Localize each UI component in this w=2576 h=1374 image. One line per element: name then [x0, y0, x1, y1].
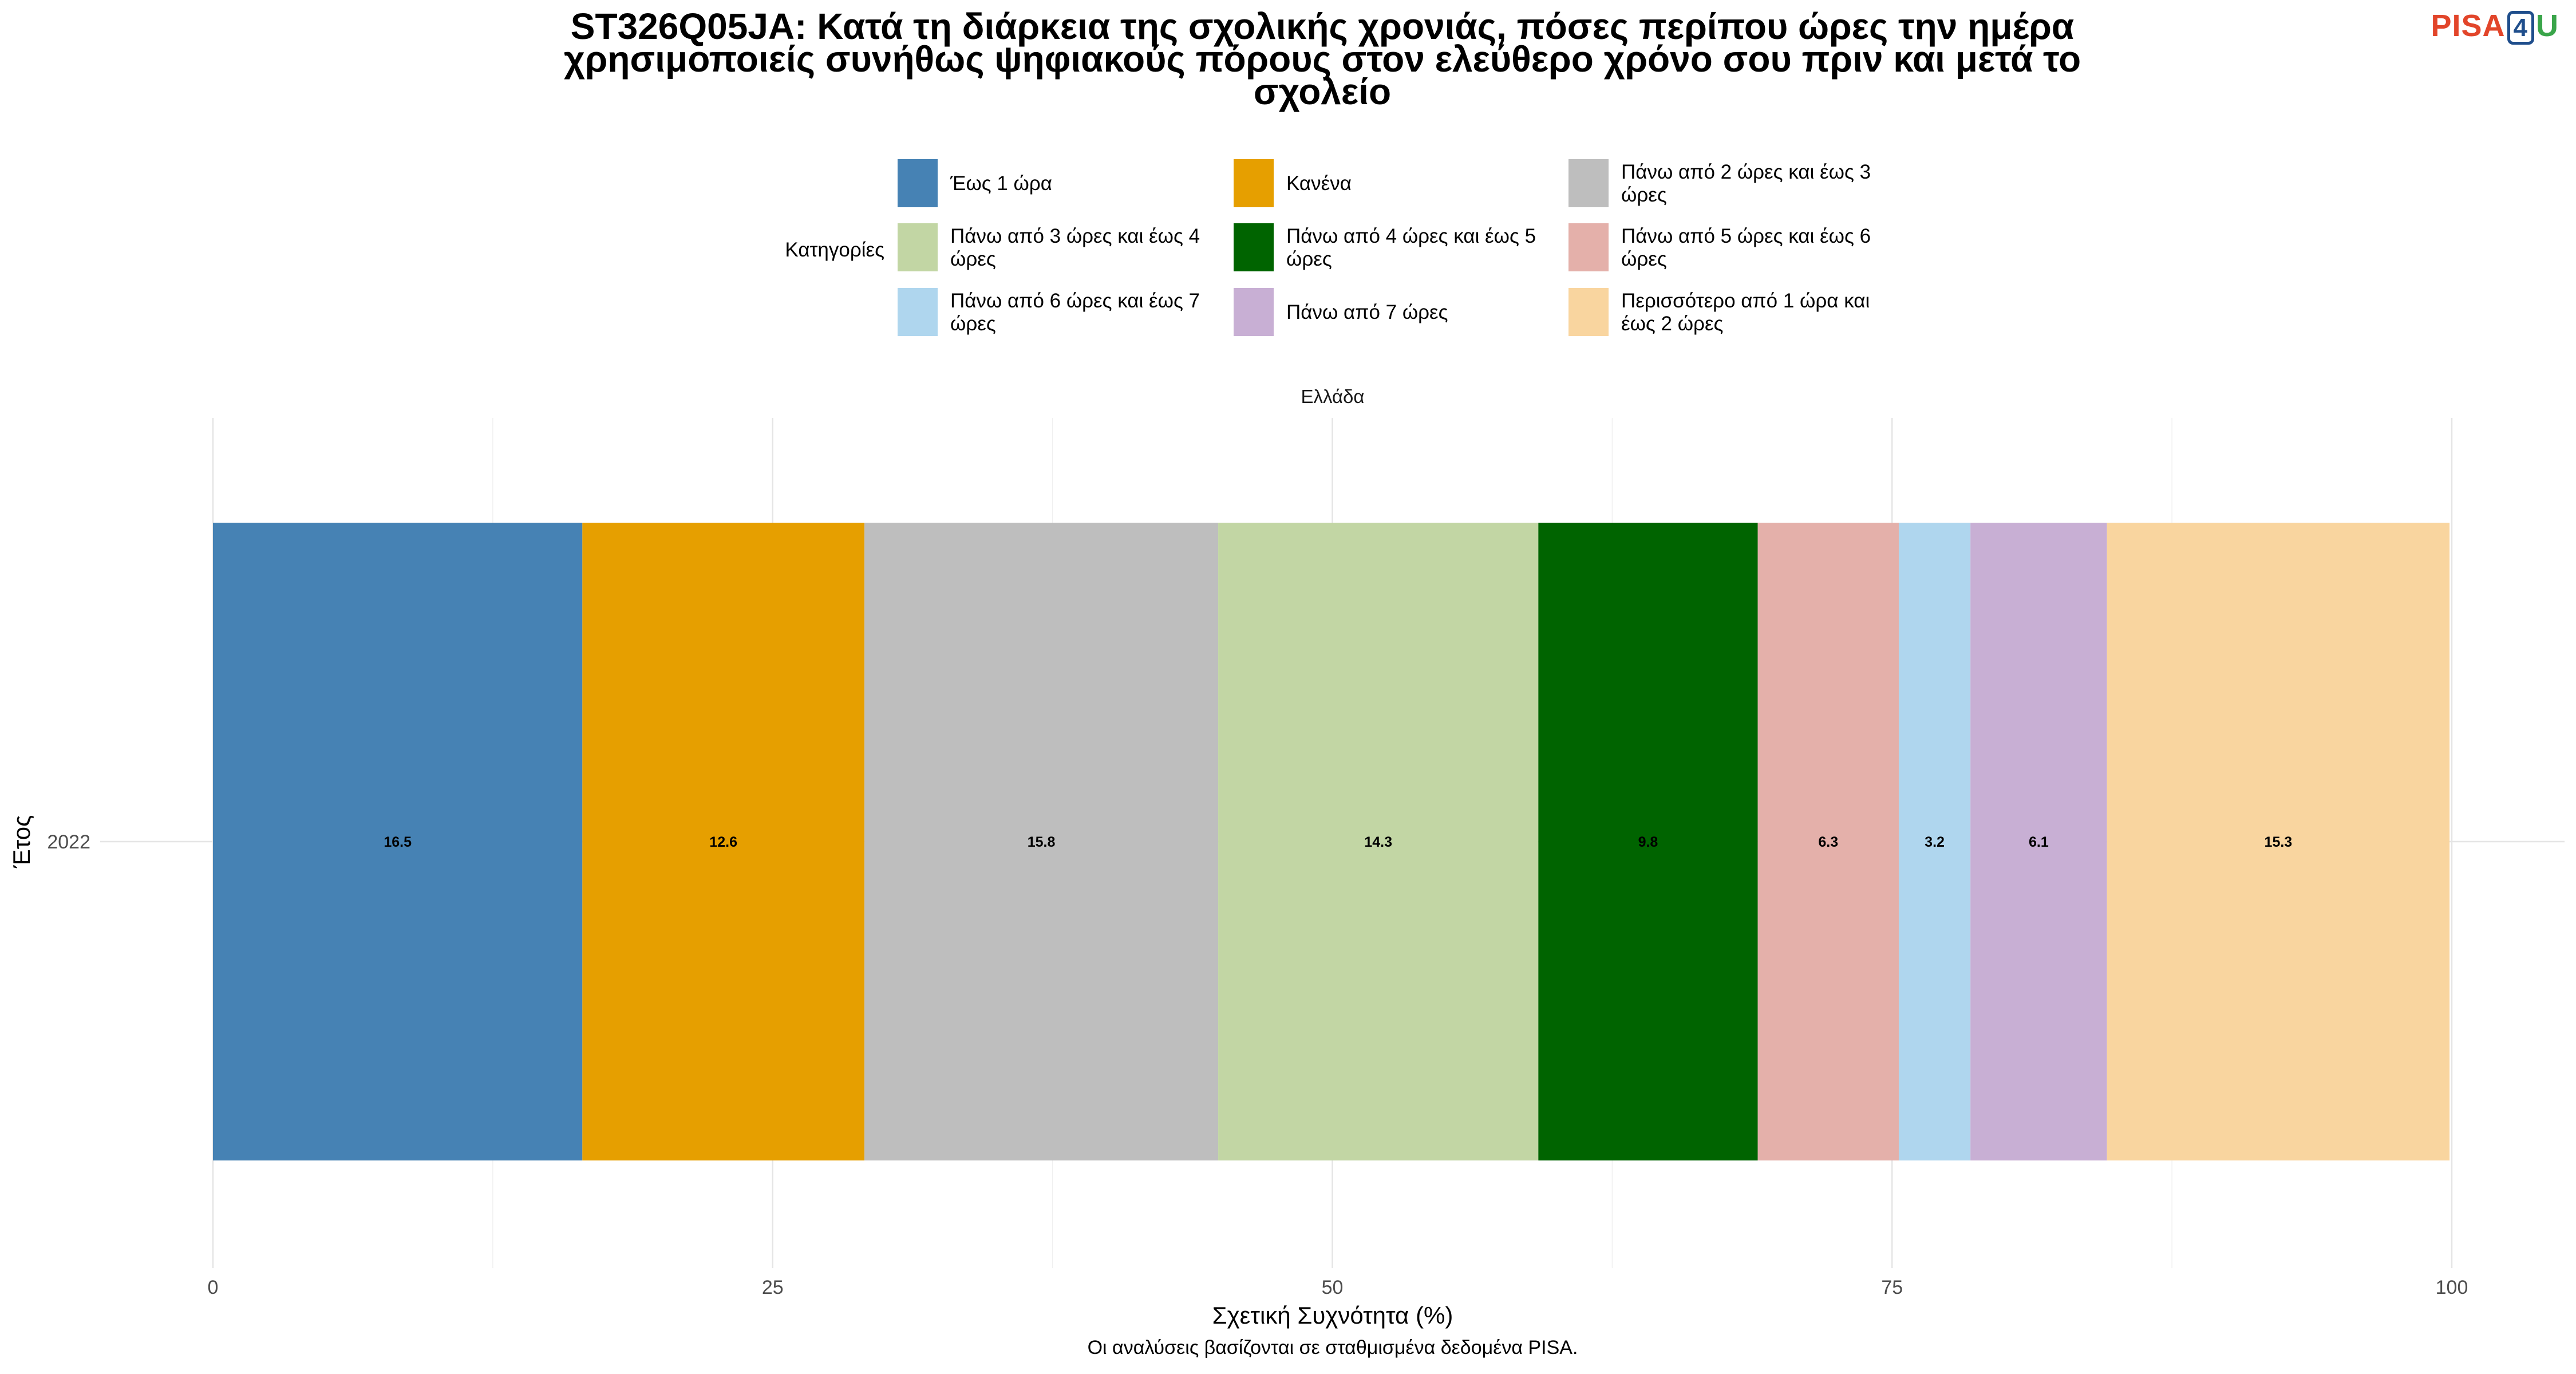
legend-label: έως 2 ώρες	[1621, 313, 1723, 335]
logo-text-u: U	[2536, 9, 2559, 43]
data-label: 9.8	[1638, 834, 1658, 850]
bar-segment	[1970, 523, 2107, 1160]
bar-segment	[2107, 523, 2450, 1160]
bar-segment	[213, 523, 583, 1160]
chart-title-line: χρησιμοποιείς συνήθως ψηφιακούς πόρους σ…	[564, 38, 2081, 80]
data-label: 6.1	[2029, 834, 2049, 850]
logo-text-pisa: PISA	[2431, 9, 2506, 43]
y-tick-label: 2022	[47, 831, 90, 853]
legend-label: ώρες	[1621, 184, 1667, 206]
data-label: 14.3	[1364, 834, 1392, 850]
legend-label: Πάνω από 4 ώρες και έως 5	[1286, 225, 1536, 247]
data-label: 6.3	[1818, 834, 1838, 850]
x-tick-label: 100	[2436, 1277, 2468, 1298]
legend-label: Πάνω από 3 ώρες και έως 4	[950, 225, 1200, 247]
x-tick-label: 75	[1881, 1277, 1903, 1298]
legend-label: ώρες	[1286, 248, 1332, 270]
x-tick-label: 25	[762, 1277, 784, 1298]
legend-label: ώρες	[1621, 248, 1667, 270]
y-axis-title: Έτος	[8, 815, 35, 869]
bar-segment	[1218, 523, 1539, 1160]
chart-title: ST326Q05JA: Κατά τη διάρκεια της σχολική…	[564, 6, 2081, 112]
data-label: 15.8	[1028, 834, 1056, 850]
legend-label: ώρες	[950, 248, 996, 270]
bars	[213, 523, 2450, 1160]
x-tick-label: 0	[208, 1277, 219, 1298]
caption: Οι αναλύσεις βασίζονται σε σταθμισμένα δ…	[1088, 1337, 1578, 1359]
legend-title: Κατηγορίες	[785, 239, 884, 261]
legend-label: ώρες	[950, 313, 996, 335]
legend-label: Πάνω από 2 ώρες και έως 3	[1621, 161, 1871, 183]
data-labels: 16.5 12.6 15.8 14.3 9.8 6.3 3.2 6.1 15.3	[384, 834, 2292, 850]
data-label: 3.2	[1925, 834, 1945, 850]
legend-key	[1234, 288, 1274, 336]
legend-key	[898, 223, 938, 271]
data-label: 16.5	[384, 834, 412, 850]
bar-segment	[1757, 523, 1899, 1160]
legend-label: Κανένα	[1286, 172, 1352, 195]
x-tick-label: 50	[1322, 1277, 1344, 1298]
legend-key	[1234, 223, 1274, 271]
chart-title-line: ST326Q05JA: Κατά τη διάρκεια της σχολική…	[571, 6, 2074, 47]
bar-segment	[864, 523, 1219, 1160]
legend: Κατηγορίες Έως 1 ώρα Κανένα Πάνω από 2 ώρες…	[785, 159, 1871, 336]
data-label: 15.3	[2265, 834, 2293, 850]
facet-label: Ελλάδα	[1301, 386, 1364, 407]
legend-key	[1568, 159, 1609, 207]
x-axis-title: Σχετική Συχνότητα (%)	[1212, 1302, 1453, 1329]
axes: 0 25 50 75 100 2022	[47, 831, 2468, 1298]
legend-key	[1568, 288, 1609, 336]
legend-label: Πάνω από 7 ώρες	[1286, 301, 1448, 323]
legend-label: Περισσότερο από 1 ώρα και	[1621, 290, 1870, 312]
legend-key	[1568, 223, 1609, 271]
legend-key	[898, 159, 938, 207]
pisa4u-logo: PISA 4 U	[2431, 8, 2559, 45]
chart-title-line: σχολείο	[1254, 71, 1391, 112]
legend-label: Πάνω από 6 ώρες και έως 7	[950, 290, 1200, 312]
bar-segment	[1898, 523, 1971, 1160]
legend-key	[1234, 159, 1274, 207]
bar-segment	[582, 523, 865, 1160]
data-label: 12.6	[709, 834, 737, 850]
bar-segment	[1538, 523, 1758, 1160]
legend-key	[898, 288, 938, 336]
legend-label: Έως 1 ώρα	[950, 172, 1052, 195]
logo-text-4: 4	[2507, 11, 2534, 45]
legend-label: Πάνω από 5 ώρες και έως 6	[1621, 225, 1871, 247]
